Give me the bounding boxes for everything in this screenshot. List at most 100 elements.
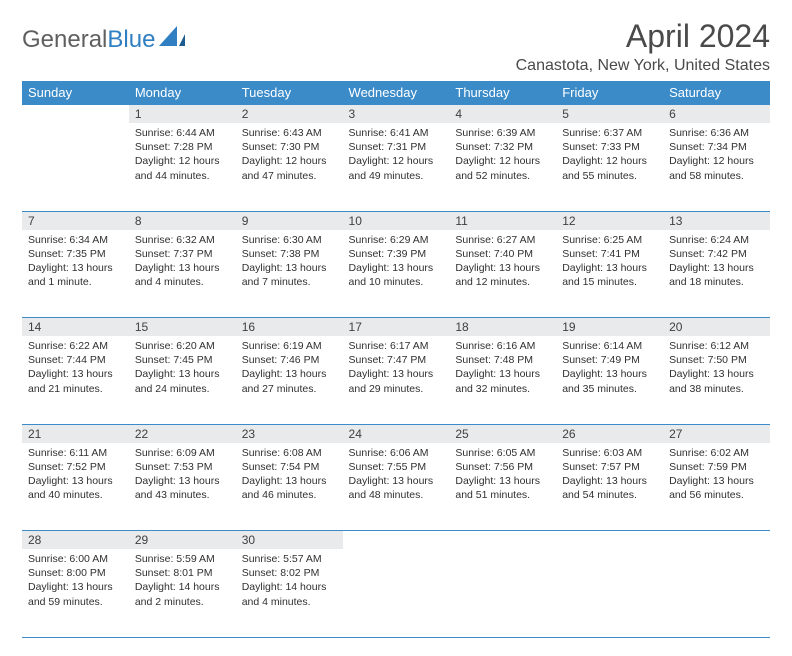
day-details: Sunrise: 6:19 AMSunset: 7:46 PMDaylight:… — [236, 336, 343, 402]
day-number-cell: 25 — [449, 424, 556, 443]
day-number-cell: 3 — [343, 105, 450, 124]
day-number: 2 — [236, 105, 343, 123]
day-cell: Sunrise: 6:29 AMSunset: 7:39 PMDaylight:… — [343, 230, 450, 318]
day-cell — [556, 549, 663, 637]
day-number: 10 — [343, 212, 450, 230]
day-cell: Sunrise: 6:20 AMSunset: 7:45 PMDaylight:… — [129, 336, 236, 424]
day-cell: Sunrise: 6:34 AMSunset: 7:35 PMDaylight:… — [22, 230, 129, 318]
day-number-row: 123456 — [22, 105, 770, 124]
day-number-cell: 23 — [236, 424, 343, 443]
day-cell: Sunrise: 6:39 AMSunset: 7:32 PMDaylight:… — [449, 123, 556, 211]
day-number — [343, 531, 450, 535]
day-number-cell: 30 — [236, 531, 343, 550]
weekday-header: Monday — [129, 81, 236, 105]
day-cell: Sunrise: 6:32 AMSunset: 7:37 PMDaylight:… — [129, 230, 236, 318]
day-details: Sunrise: 6:44 AMSunset: 7:28 PMDaylight:… — [129, 123, 236, 189]
day-number-cell: 7 — [22, 211, 129, 230]
day-cell: Sunrise: 6:00 AMSunset: 8:00 PMDaylight:… — [22, 549, 129, 637]
day-details: Sunrise: 6:43 AMSunset: 7:30 PMDaylight:… — [236, 123, 343, 189]
day-cell: Sunrise: 6:22 AMSunset: 7:44 PMDaylight:… — [22, 336, 129, 424]
day-cell: Sunrise: 6:43 AMSunset: 7:30 PMDaylight:… — [236, 123, 343, 211]
day-number-cell: 6 — [663, 105, 770, 124]
day-cell: Sunrise: 6:36 AMSunset: 7:34 PMDaylight:… — [663, 123, 770, 211]
day-number-cell: 9 — [236, 211, 343, 230]
day-details: Sunrise: 6:32 AMSunset: 7:37 PMDaylight:… — [129, 230, 236, 296]
day-details: Sunrise: 6:02 AMSunset: 7:59 PMDaylight:… — [663, 443, 770, 509]
day-details: Sunrise: 6:14 AMSunset: 7:49 PMDaylight:… — [556, 336, 663, 402]
day-content-row: Sunrise: 6:34 AMSunset: 7:35 PMDaylight:… — [22, 230, 770, 318]
day-number-cell: 29 — [129, 531, 236, 550]
day-number-row: 21222324252627 — [22, 424, 770, 443]
day-number-cell — [556, 531, 663, 550]
brand-sail-icon — [159, 25, 185, 53]
day-number: 28 — [22, 531, 129, 549]
day-details: Sunrise: 6:30 AMSunset: 7:38 PMDaylight:… — [236, 230, 343, 296]
day-cell — [343, 549, 450, 637]
day-number: 3 — [343, 105, 450, 123]
day-number-cell: 28 — [22, 531, 129, 550]
weekday-header: Wednesday — [343, 81, 450, 105]
day-cell: Sunrise: 6:14 AMSunset: 7:49 PMDaylight:… — [556, 336, 663, 424]
day-cell: Sunrise: 6:03 AMSunset: 7:57 PMDaylight:… — [556, 443, 663, 531]
day-cell: Sunrise: 5:57 AMSunset: 8:02 PMDaylight:… — [236, 549, 343, 637]
day-number-cell: 21 — [22, 424, 129, 443]
day-number-cell — [343, 531, 450, 550]
day-cell: Sunrise: 6:12 AMSunset: 7:50 PMDaylight:… — [663, 336, 770, 424]
day-number-cell — [22, 105, 129, 124]
day-content-row: Sunrise: 6:00 AMSunset: 8:00 PMDaylight:… — [22, 549, 770, 637]
location-text: Canastota, New York, United States — [516, 57, 770, 75]
day-number: 15 — [129, 318, 236, 336]
day-cell: Sunrise: 6:44 AMSunset: 7:28 PMDaylight:… — [129, 123, 236, 211]
day-cell: Sunrise: 6:16 AMSunset: 7:48 PMDaylight:… — [449, 336, 556, 424]
day-number: 30 — [236, 531, 343, 549]
day-cell — [449, 549, 556, 637]
day-details: Sunrise: 6:03 AMSunset: 7:57 PMDaylight:… — [556, 443, 663, 509]
day-number: 12 — [556, 212, 663, 230]
day-number-cell: 2 — [236, 105, 343, 124]
day-details: Sunrise: 6:36 AMSunset: 7:34 PMDaylight:… — [663, 123, 770, 189]
day-details: Sunrise: 6:20 AMSunset: 7:45 PMDaylight:… — [129, 336, 236, 402]
day-number-cell: 27 — [663, 424, 770, 443]
day-number: 8 — [129, 212, 236, 230]
day-number-cell: 1 — [129, 105, 236, 124]
weekday-header: Tuesday — [236, 81, 343, 105]
day-details: Sunrise: 6:06 AMSunset: 7:55 PMDaylight:… — [343, 443, 450, 509]
day-cell: Sunrise: 6:25 AMSunset: 7:41 PMDaylight:… — [556, 230, 663, 318]
day-details: Sunrise: 6:37 AMSunset: 7:33 PMDaylight:… — [556, 123, 663, 189]
day-number: 21 — [22, 425, 129, 443]
day-cell: Sunrise: 6:05 AMSunset: 7:56 PMDaylight:… — [449, 443, 556, 531]
day-number: 22 — [129, 425, 236, 443]
day-number-cell: 12 — [556, 211, 663, 230]
day-details: Sunrise: 6:24 AMSunset: 7:42 PMDaylight:… — [663, 230, 770, 296]
day-cell: Sunrise: 6:11 AMSunset: 7:52 PMDaylight:… — [22, 443, 129, 531]
day-number: 27 — [663, 425, 770, 443]
day-number: 9 — [236, 212, 343, 230]
day-cell: Sunrise: 6:08 AMSunset: 7:54 PMDaylight:… — [236, 443, 343, 531]
day-number — [22, 105, 129, 109]
day-number: 23 — [236, 425, 343, 443]
day-number: 25 — [449, 425, 556, 443]
day-number-cell: 20 — [663, 318, 770, 337]
day-number: 20 — [663, 318, 770, 336]
day-number: 4 — [449, 105, 556, 123]
title-block: April 2024 Canastota, New York, United S… — [516, 18, 770, 75]
day-number-cell: 14 — [22, 318, 129, 337]
day-cell: Sunrise: 6:17 AMSunset: 7:47 PMDaylight:… — [343, 336, 450, 424]
day-number: 18 — [449, 318, 556, 336]
day-cell: Sunrise: 6:30 AMSunset: 7:38 PMDaylight:… — [236, 230, 343, 318]
month-title: April 2024 — [516, 18, 770, 55]
day-cell: Sunrise: 6:09 AMSunset: 7:53 PMDaylight:… — [129, 443, 236, 531]
day-content-row: Sunrise: 6:22 AMSunset: 7:44 PMDaylight:… — [22, 336, 770, 424]
day-details: Sunrise: 6:25 AMSunset: 7:41 PMDaylight:… — [556, 230, 663, 296]
day-details: Sunrise: 6:08 AMSunset: 7:54 PMDaylight:… — [236, 443, 343, 509]
day-number: 6 — [663, 105, 770, 123]
calendar-body: 123456Sunrise: 6:44 AMSunset: 7:28 PMDay… — [22, 105, 770, 638]
day-number-cell: 10 — [343, 211, 450, 230]
day-number-cell: 5 — [556, 105, 663, 124]
day-number: 26 — [556, 425, 663, 443]
day-number — [556, 531, 663, 535]
day-cell: Sunrise: 6:19 AMSunset: 7:46 PMDaylight:… — [236, 336, 343, 424]
day-cell: Sunrise: 6:41 AMSunset: 7:31 PMDaylight:… — [343, 123, 450, 211]
page-header: GeneralBlue April 2024 Canastota, New Yo… — [22, 18, 770, 75]
day-details: Sunrise: 6:09 AMSunset: 7:53 PMDaylight:… — [129, 443, 236, 509]
